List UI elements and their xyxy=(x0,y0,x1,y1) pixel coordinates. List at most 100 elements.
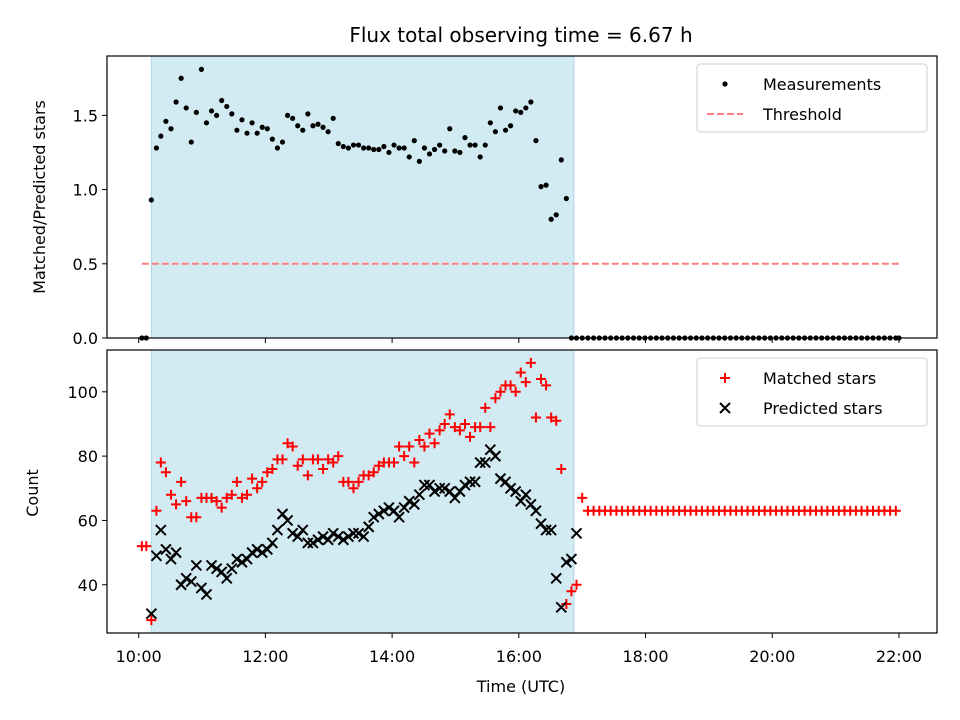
predicted-star-point xyxy=(474,456,486,469)
measurement-point xyxy=(477,154,483,160)
predicted-star-point xyxy=(403,495,415,507)
measurement-point xyxy=(442,148,448,154)
x-tick-label: 12:00 xyxy=(242,647,288,666)
measurement-point xyxy=(153,145,160,151)
predicted-star-point xyxy=(317,530,329,543)
predicted-star-point xyxy=(251,543,263,556)
measurement-point xyxy=(345,145,351,151)
measurement-point xyxy=(300,127,306,133)
top-y-tick-label: 1.5 xyxy=(73,106,98,125)
matched-star-point xyxy=(226,489,237,500)
measurement-point xyxy=(295,123,301,129)
legend-measurements-marker xyxy=(722,81,728,87)
matched-star-point xyxy=(160,467,171,478)
matched-star-point xyxy=(505,380,516,391)
measurement-point xyxy=(411,138,417,144)
bottom-observing-window xyxy=(150,349,575,634)
matched-star-point xyxy=(267,463,278,474)
measurement-point xyxy=(528,99,534,105)
matched-star-point xyxy=(257,476,268,487)
top-panel: 0.0 0.5 1.0 1.5 Measurements Threshold xyxy=(73,55,938,348)
predicted-star-point xyxy=(357,530,370,543)
measurement-point xyxy=(472,142,478,148)
measurement-point xyxy=(548,216,554,222)
measurement-point xyxy=(244,130,250,136)
measurement-point xyxy=(249,120,255,126)
matched-star-point xyxy=(419,441,430,452)
matched-star-point xyxy=(571,579,582,590)
predicted-star-point xyxy=(210,562,223,575)
predicted-star-point xyxy=(479,456,491,469)
bottom-legend-box xyxy=(696,357,928,427)
matched-star-point xyxy=(231,476,242,487)
measurement-point xyxy=(148,197,154,203)
predicted-star-point xyxy=(221,572,233,585)
x-axis-label: Time (UTC) xyxy=(476,677,565,696)
matched-star-point xyxy=(459,418,470,429)
measurement-point xyxy=(421,145,428,151)
measurement-point xyxy=(518,109,524,115)
measurement-point xyxy=(543,182,549,188)
predicted-star-point xyxy=(413,489,426,501)
measurement-point xyxy=(553,212,559,218)
measurement-point xyxy=(203,120,210,126)
measurement-point xyxy=(284,112,291,118)
predicted-star-point xyxy=(185,575,197,588)
x-tick-label: 10:00 xyxy=(116,647,162,666)
matched-star-point xyxy=(404,441,415,452)
measurement-point xyxy=(355,142,362,148)
measurement-point xyxy=(376,146,382,153)
predicted-star-point xyxy=(180,572,192,585)
matched-star-point xyxy=(171,499,182,510)
x-tick-label: 14:00 xyxy=(369,647,415,666)
measurement-point xyxy=(254,130,260,136)
predicted-star-point xyxy=(236,556,248,568)
matched-star-point xyxy=(151,505,162,516)
measurement-point xyxy=(325,129,331,135)
measurement-point xyxy=(467,142,473,148)
measurement-point xyxy=(447,126,453,132)
matched-star-point xyxy=(216,502,227,513)
predicted-star-point xyxy=(520,489,532,501)
predicted-star-point xyxy=(302,537,314,549)
measurement-point xyxy=(163,118,169,124)
measurement-point xyxy=(340,143,346,150)
bottom-panel: 40 60 80 100 10:00 12:00 14:00 16:00 18:00 20:00 2… xyxy=(67,349,938,666)
matched-star-point xyxy=(515,367,526,378)
matched-star-point xyxy=(490,393,501,404)
matched-star-point xyxy=(323,454,334,465)
predicted-star-point xyxy=(312,534,324,546)
measurement-point xyxy=(381,143,387,150)
predicted-star-point xyxy=(393,511,405,523)
matched-star-point xyxy=(495,386,506,397)
measurement-point xyxy=(335,140,341,147)
predicted-star-point xyxy=(373,508,385,520)
predicted-star-point xyxy=(205,559,218,572)
predicted-star-point xyxy=(545,524,557,536)
measurement-point xyxy=(198,66,205,72)
measurement-point xyxy=(259,124,265,130)
bottom-y-axis-label: Count xyxy=(23,469,42,517)
predicted-star-point xyxy=(271,524,284,536)
measurement-point xyxy=(513,108,519,114)
matched-star-point xyxy=(247,473,258,484)
predicted-star-point xyxy=(362,521,375,533)
bottom-y-tick-label: 80 xyxy=(78,447,98,466)
bottom-y-tick-label: 100 xyxy=(67,383,98,402)
measurement-point xyxy=(507,123,514,129)
matched-star-point xyxy=(530,412,541,423)
measurement-point xyxy=(315,121,321,127)
legend-label: Matched stars xyxy=(763,369,876,388)
matched-star-point xyxy=(262,467,273,478)
matched-star-point xyxy=(363,470,374,481)
matched-star-point xyxy=(429,438,440,449)
measurement-point xyxy=(487,120,493,126)
top-legend: Measurements Threshold xyxy=(696,63,928,133)
matched-star-point xyxy=(221,492,232,503)
measurement-point xyxy=(234,127,240,133)
measurement-point xyxy=(426,151,433,157)
measurement-point xyxy=(401,145,407,151)
matched-star-point xyxy=(242,489,253,500)
measurement-point xyxy=(482,142,488,148)
